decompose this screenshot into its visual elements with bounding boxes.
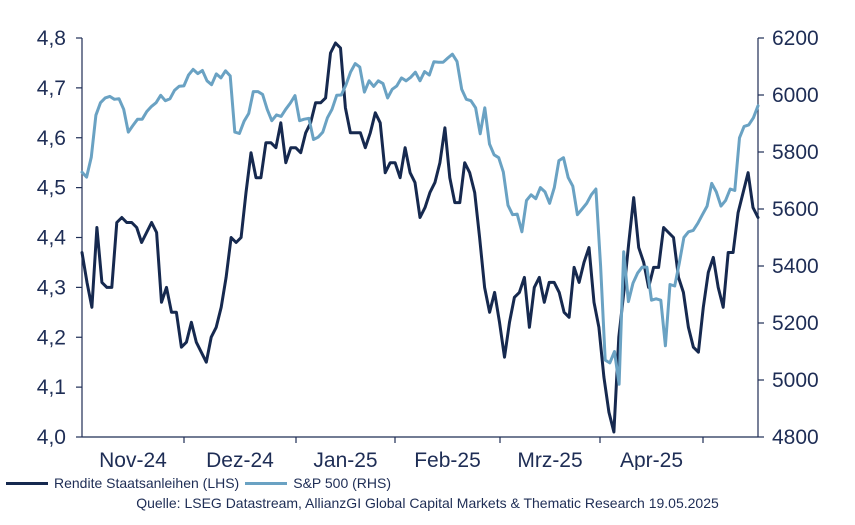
legend-item-sp500: S&P 500 (RHS) (245, 475, 391, 491)
y-right-tick-label: 5200 (772, 312, 819, 335)
series-line-yield (80, 41, 760, 434)
x-tick-label: Nov-24 (99, 449, 167, 470)
source-note: Quelle: LSEG Datastream, AllianzGI Globa… (136, 495, 719, 511)
y-left-tick-label: 4,8 (37, 27, 66, 50)
chart-tick-layer: 4,0 4,1 4,2 4,3 4,4 4,5 4,6 4,7 4,8 4800 5000 5200 5… (37, 27, 819, 470)
chart-plot: 4,0 4,1 4,2 4,3 4,4 4,5 4,6 4,7 4,8 4800 5000 5200 5… (37, 27, 819, 470)
y-right-tick-label: 5800 (772, 141, 819, 164)
series-line-sp500 (80, 52, 760, 386)
y-left-tick-label: 4,4 (37, 227, 67, 250)
x-tick-label: Mrz-25 (517, 449, 582, 470)
y-left-tick-label: 4,5 (37, 177, 66, 200)
y-right-tick-label: 5600 (772, 198, 819, 221)
y-right-tick-label: 5000 (772, 369, 819, 392)
y-left-tick-label: 4,7 (37, 77, 66, 100)
y-right-tick-label: 5400 (772, 255, 819, 278)
y-left-tick-label: 4,0 (37, 426, 66, 449)
y-left-tick-label: 4,3 (37, 276, 66, 299)
x-tick-label: Jan-25 (313, 449, 377, 470)
legend-label-sp500: S&P 500 (RHS) (293, 475, 392, 491)
legend-swatch-yield (6, 481, 48, 485)
legend-swatch-sp500 (245, 481, 288, 485)
x-tick-label: Dez-24 (206, 449, 274, 470)
y-right-tick-label: 6000 (772, 84, 819, 107)
y-left-tick-label: 4,6 (37, 127, 66, 150)
chart-legend: Rendite Staatsanleihen (LHS) S&P 500 (RH… (6, 472, 397, 494)
x-tick-label: Feb-25 (414, 449, 481, 470)
y-left-tick-label: 4,1 (37, 376, 66, 399)
legend-item-yield: Rendite Staatsanleihen (LHS) (6, 475, 239, 491)
x-tick-label: Apr-25 (620, 449, 683, 470)
y-right-tick-label: 4800 (772, 426, 819, 449)
chart-series-layer (80, 41, 760, 434)
y-left-tick-label: 4,2 (37, 326, 66, 349)
legend-label-yield: Rendite Staatsanleihen (LHS) (54, 475, 240, 491)
y-right-tick-label: 6200 (772, 27, 819, 50)
